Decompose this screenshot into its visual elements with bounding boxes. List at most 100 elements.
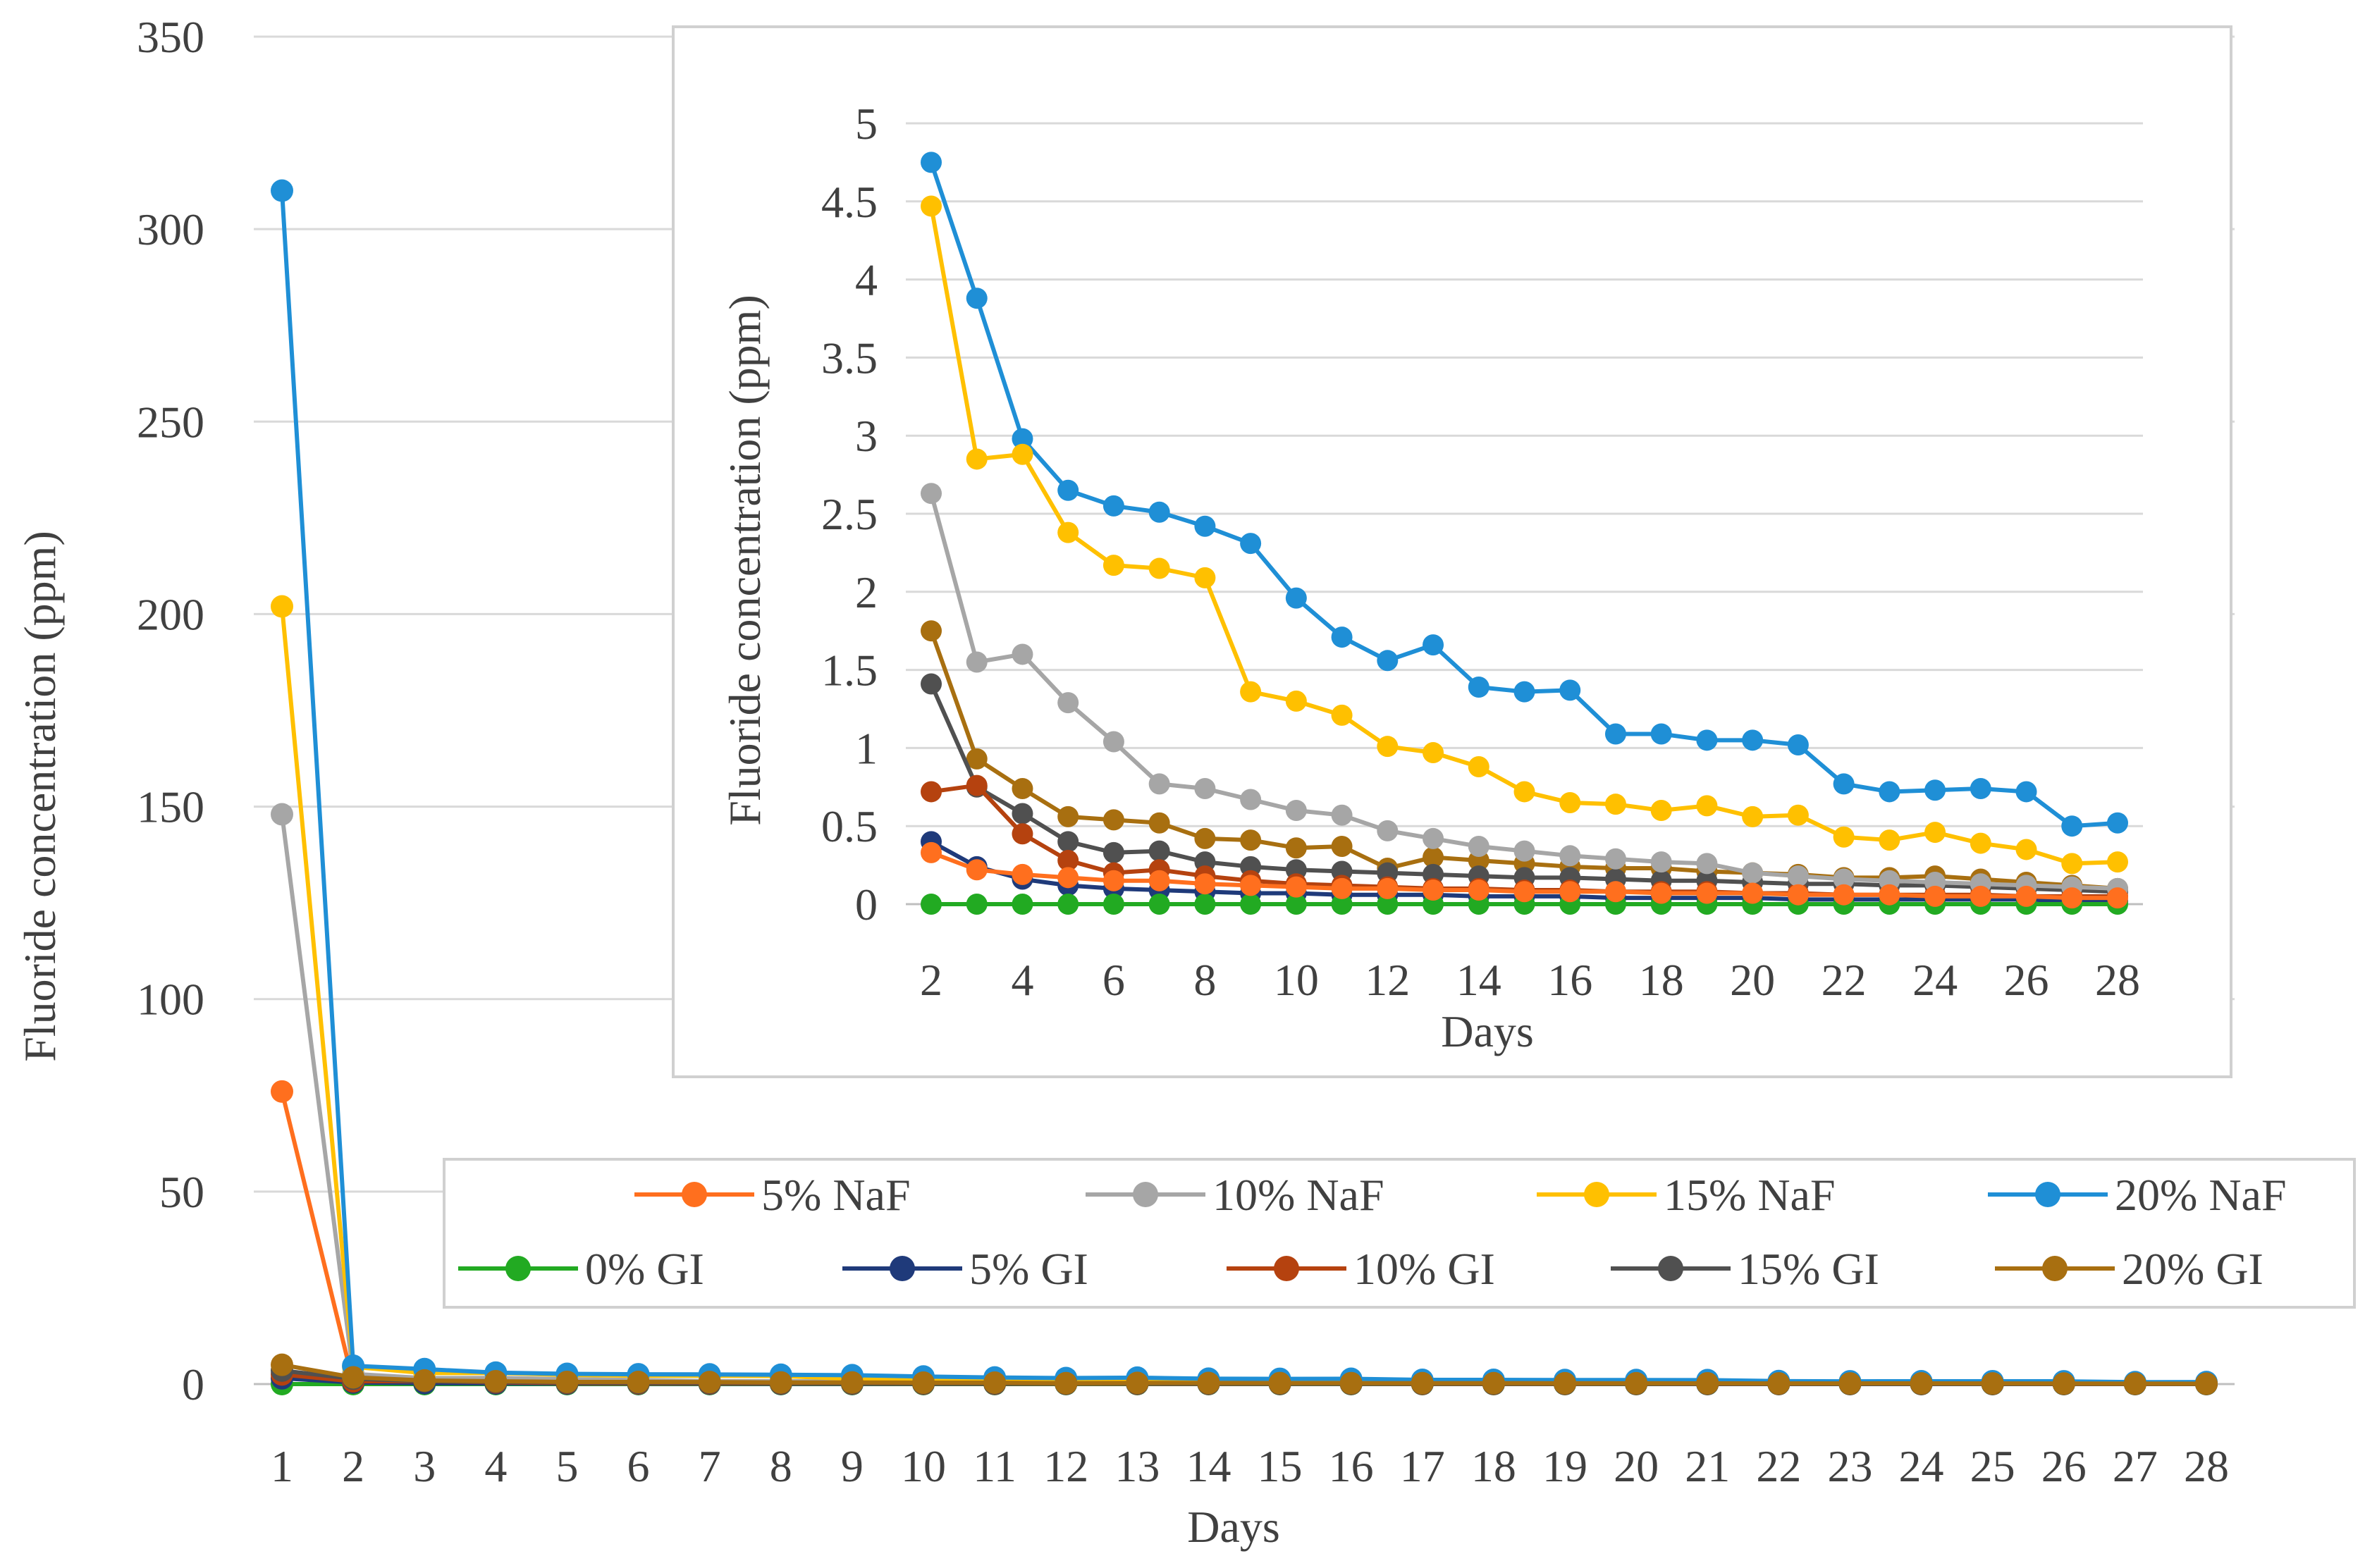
inset-data-point	[1742, 882, 1764, 904]
legend-entry-10pct-naf: 10% NaF	[1086, 1170, 1384, 1220]
inset-data-point	[966, 288, 988, 309]
main-data-point	[2123, 1372, 2146, 1395]
inset-y-tick-label: 0.5	[821, 801, 878, 851]
inset-data-point	[1423, 846, 1444, 868]
main-x-tick-label: 4	[484, 1441, 507, 1491]
main-data-point	[1197, 1371, 1220, 1395]
legend-entry-5pct-naf: 5% NaF	[634, 1170, 911, 1220]
inset-data-point	[921, 781, 942, 803]
inset-y-tick-label: 1	[855, 723, 878, 773]
inset-data-point	[1331, 704, 1353, 726]
main-x-tick-label: 13	[1114, 1441, 1160, 1491]
inset-data-point	[1742, 862, 1764, 884]
inset-data-point	[1650, 723, 1672, 745]
inset-data-point	[921, 195, 942, 217]
inset-data-point	[921, 841, 942, 863]
legend-frame	[443, 1158, 2356, 1309]
main-x-tick-label: 5	[555, 1441, 578, 1491]
main-x-tick-label: 1	[271, 1441, 293, 1491]
legend-label: 15% NaF	[1664, 1170, 1836, 1220]
main-series-line	[281, 1362, 2207, 1386]
inset-data-point	[1240, 533, 1262, 555]
main-series-group	[271, 179, 2218, 1395]
main-series-20pct-gi	[271, 1353, 2218, 1395]
inset-data-point	[1102, 841, 1124, 863]
inset-frame	[672, 25, 2232, 1078]
inset-series-15pct-naf	[921, 195, 2128, 875]
main-x-tick-label: 22	[1756, 1441, 1801, 1491]
inset-data-point	[1604, 723, 1626, 745]
inset-data-point	[1696, 729, 1718, 751]
inset-data-point	[2061, 815, 2083, 837]
main-x-tick-label: 27	[2113, 1441, 2158, 1491]
inset-data-point	[1559, 791, 1581, 813]
inset-data-point	[1423, 879, 1444, 901]
main-y-tick-label: 250	[137, 397, 204, 447]
inset-data-point	[2015, 839, 2037, 860]
inset-data-point	[1285, 690, 1307, 712]
inset-data-point	[1331, 626, 1353, 648]
main-data-point	[2195, 1372, 2218, 1395]
legend-entry-10pct-gi: 10% GI	[1227, 1244, 1495, 1294]
inset-y-axis-label: Fluoride concentration (ppm)	[720, 295, 770, 826]
inset-data-point	[1148, 501, 1170, 523]
legend-entry-15pct-gi: 15% GI	[1611, 1244, 1879, 1294]
legend-swatch-marker	[1133, 1182, 1158, 1207]
main-x-tick-label: 15	[1258, 1441, 1303, 1491]
main-data-point	[698, 1371, 721, 1394]
inset-data-point	[1377, 877, 1399, 899]
inset-data-point	[1057, 867, 1079, 889]
main-x-tick-label: 23	[1827, 1441, 1872, 1491]
inset-data-point	[1468, 836, 1489, 858]
inset-data-point	[1102, 894, 1124, 915]
legend-label: 5% GI	[969, 1244, 1088, 1294]
inset-data-point	[1833, 826, 1855, 848]
main-x-tick-label: 16	[1329, 1441, 1374, 1491]
inset-x-tick-label: 6	[1102, 955, 1125, 1005]
inset-data-point	[1513, 840, 1535, 862]
inset-data-point	[1057, 805, 1079, 827]
inset-data-point	[1787, 804, 1809, 826]
legend-label: 10% GI	[1353, 1244, 1495, 1294]
inset-data-point	[1057, 849, 1079, 871]
inset-data-point	[1970, 778, 1991, 800]
main-data-point	[271, 595, 293, 618]
inset-data-point	[1513, 681, 1535, 703]
inset-y-tick-label: 2	[855, 567, 878, 617]
inset-x-tick-label: 14	[1456, 955, 1501, 1005]
inset-data-point	[1148, 840, 1170, 862]
legend-entry-20pct-gi: 20% GI	[1995, 1244, 2263, 1294]
inset-data-point	[966, 774, 988, 796]
main-x-tick-labels: 1 2 3 4 5 6 7 8 9 10 11 12 13 14 15 16 17 18 19 20 21 22 23 24 2…	[271, 1441, 2229, 1491]
inset-data-point	[1833, 884, 1855, 906]
inset-data-point	[966, 894, 988, 915]
main-data-point	[271, 1080, 293, 1103]
main-x-tick-label: 6	[627, 1441, 650, 1491]
inset-data-point	[1331, 804, 1353, 826]
inset-y-tick-label: 5	[855, 99, 878, 149]
inset-data-point	[1468, 676, 1489, 698]
legend-swatch-marker	[682, 1182, 707, 1207]
inset-y-tick-label: 4.5	[821, 177, 878, 227]
main-x-tick-label: 20	[1614, 1441, 1659, 1491]
inset-series-20pct-naf	[921, 152, 2128, 837]
main-data-point	[840, 1371, 864, 1394]
inset-data-point	[1468, 879, 1489, 901]
inset-series-5pct-naf	[921, 841, 2128, 909]
main-data-point	[1339, 1371, 1363, 1395]
inset-data-point	[1148, 773, 1170, 795]
inset-data-point	[1285, 587, 1307, 609]
inset-y-tick-label: 3	[855, 411, 878, 461]
main-data-point	[1411, 1371, 1434, 1395]
inset-data-point	[1148, 870, 1170, 891]
legend-label: 5% NaF	[761, 1170, 911, 1220]
main-x-tick-label: 9	[841, 1441, 864, 1491]
inset-data-point	[1879, 829, 1900, 851]
inset-data-point	[1331, 836, 1353, 858]
inset-data-point	[1924, 822, 1946, 844]
inset-y-tick-label: 1.5	[821, 646, 878, 696]
main-y-axis-label: Fluoride concentration (ppm)	[15, 531, 65, 1062]
inset-x-tick-label: 22	[1822, 955, 1867, 1005]
inset-data-point	[1468, 755, 1489, 777]
inset-data-point	[1604, 848, 1626, 870]
